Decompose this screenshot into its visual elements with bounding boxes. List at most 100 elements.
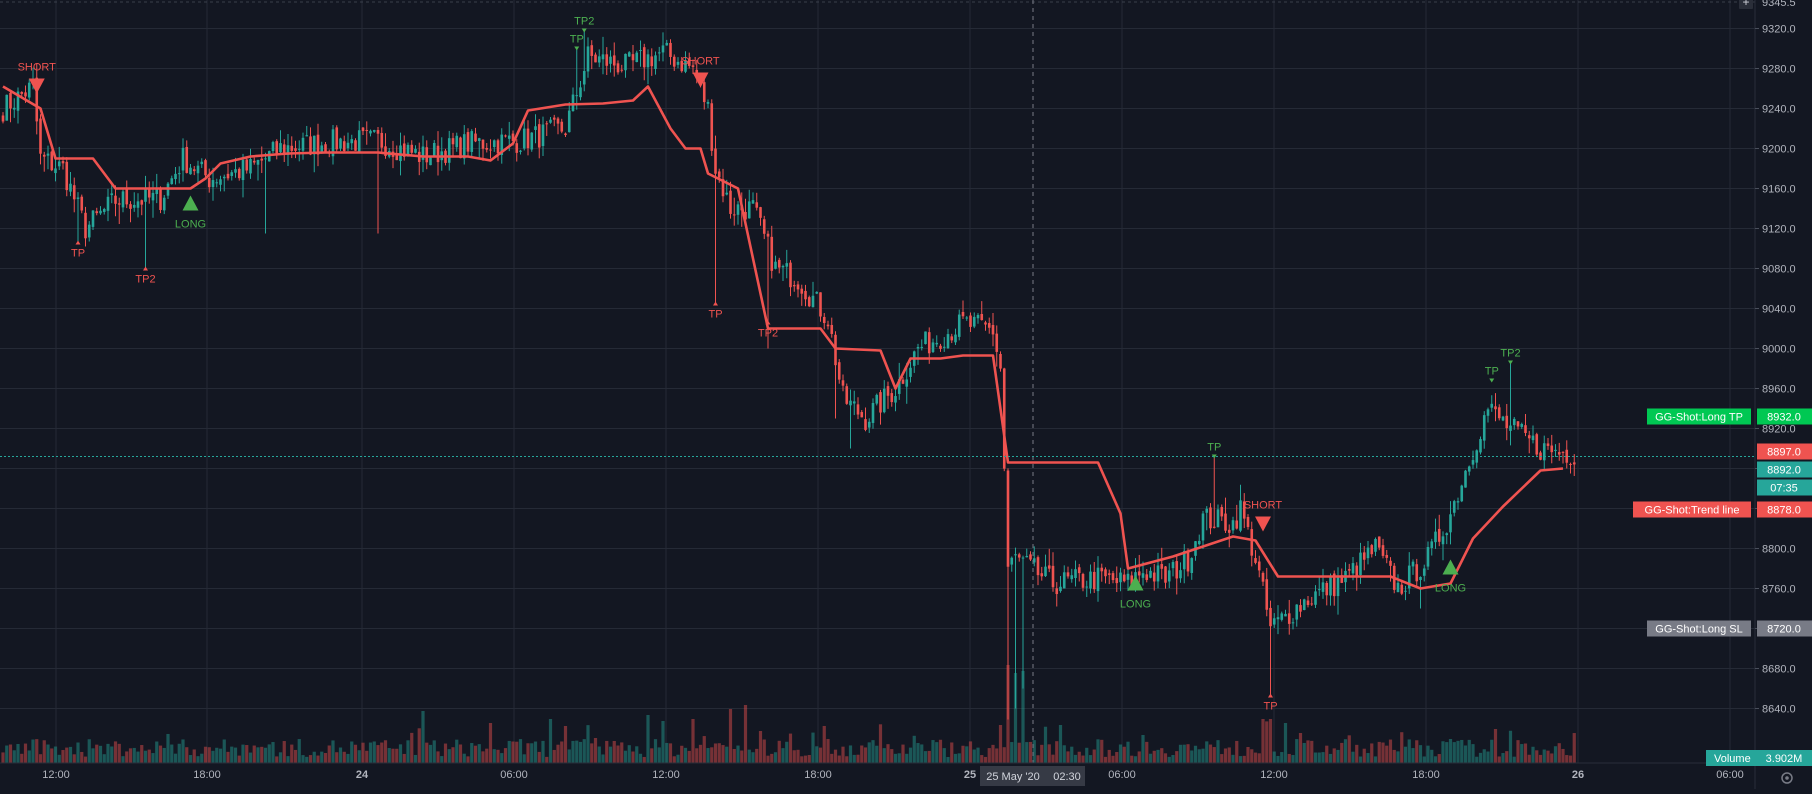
volume-bar [1343,739,1348,763]
candle-body [477,138,481,141]
candle-body [432,142,436,158]
volume-bar [1452,742,1456,763]
volume-bar [413,754,418,763]
candle-body [174,173,177,180]
volume-bar [1115,752,1119,763]
volume-bar [1475,756,1479,763]
volume-bar [1103,756,1108,763]
volume-bar [1182,744,1186,763]
candle-body [1145,574,1149,580]
candle-body [759,207,762,218]
volume-bar [121,756,125,763]
volume-bar [1197,749,1201,763]
volume-bar [871,740,875,763]
settings-gear-icon[interactable] [1781,772,1793,784]
volume-bar [968,741,973,763]
candle-body [27,82,31,98]
volume-tag-value: 3.902M [1766,753,1803,765]
candle-body [1317,589,1321,591]
volume-bar [998,725,1003,763]
volume-bar [533,741,538,763]
candle-body [579,87,582,98]
candle-body [841,380,845,386]
candle-body [230,172,234,176]
candle-body [211,180,215,188]
candle-body [1014,554,1017,556]
candle-body [245,159,249,171]
volume-bar [1186,744,1190,763]
volume-bar [1520,744,1524,763]
volume-bar [1467,739,1471,763]
volume-bar [68,746,73,763]
volume-bar [1163,753,1168,763]
candle-body [1426,547,1430,567]
tp-marker-icon [75,240,81,245]
candle-body [792,285,796,287]
price-tick-label: 9120.0 [1762,224,1796,236]
volume-bar [260,746,264,763]
volume-bar [477,744,481,763]
candle-body [121,191,125,208]
volume-bar [980,755,984,763]
candle-body [496,140,500,154]
candle-body [1066,572,1070,577]
candle-body [1497,407,1501,419]
volume-bar [200,753,204,763]
candle-body [725,192,729,195]
candle-body [534,126,537,130]
candle-body [830,324,834,334]
volume-bar [308,755,313,763]
candle-body [1531,435,1535,441]
candle-body [1321,582,1325,592]
candle-body [1437,528,1441,542]
volume-bar [1047,744,1051,763]
volume-bar [642,756,646,763]
candle-body [920,346,924,348]
candle-body [747,201,751,219]
candle-body [1017,554,1021,558]
volume-bar [1377,741,1381,763]
volume-bar [845,756,849,763]
candle-body [1044,566,1047,577]
candle-body [324,144,327,152]
candle-body [879,392,882,413]
volume-bar [815,746,819,763]
candle-body [252,160,256,163]
volume-bar [657,747,661,763]
candle-body [1171,562,1175,569]
volume-bar [668,743,673,763]
volume-bar [8,744,13,763]
candle-body [279,143,282,153]
tp-marker-icon [581,28,587,33]
volume-bar [192,749,196,763]
volume-bar [20,753,24,763]
candle-body [1456,501,1460,503]
candle-body [1152,572,1156,582]
candle-body [249,159,252,174]
candle-body [436,145,440,163]
candle-body [732,214,736,216]
candle-body [1051,565,1055,588]
trend-line-tag-label-box [1633,501,1751,518]
time-tick-label: 12:00 [652,769,680,781]
volume-bar [522,754,526,763]
volume-bar [1553,746,1558,763]
candle-body [1074,569,1077,578]
volume-bar [1373,756,1378,763]
candle-body [384,146,387,156]
candle-body [522,128,526,149]
candle-body [1085,586,1089,588]
candle-body [350,139,354,144]
candle-body [537,124,541,148]
candle-body [1242,501,1246,519]
volume-bar [713,743,718,763]
volume-bar [406,740,410,763]
volume-bar [177,743,181,763]
candle-body [1216,509,1220,528]
short-signal-arrow [1255,516,1271,532]
volume-bar [747,749,751,763]
candle-body [1572,462,1576,465]
